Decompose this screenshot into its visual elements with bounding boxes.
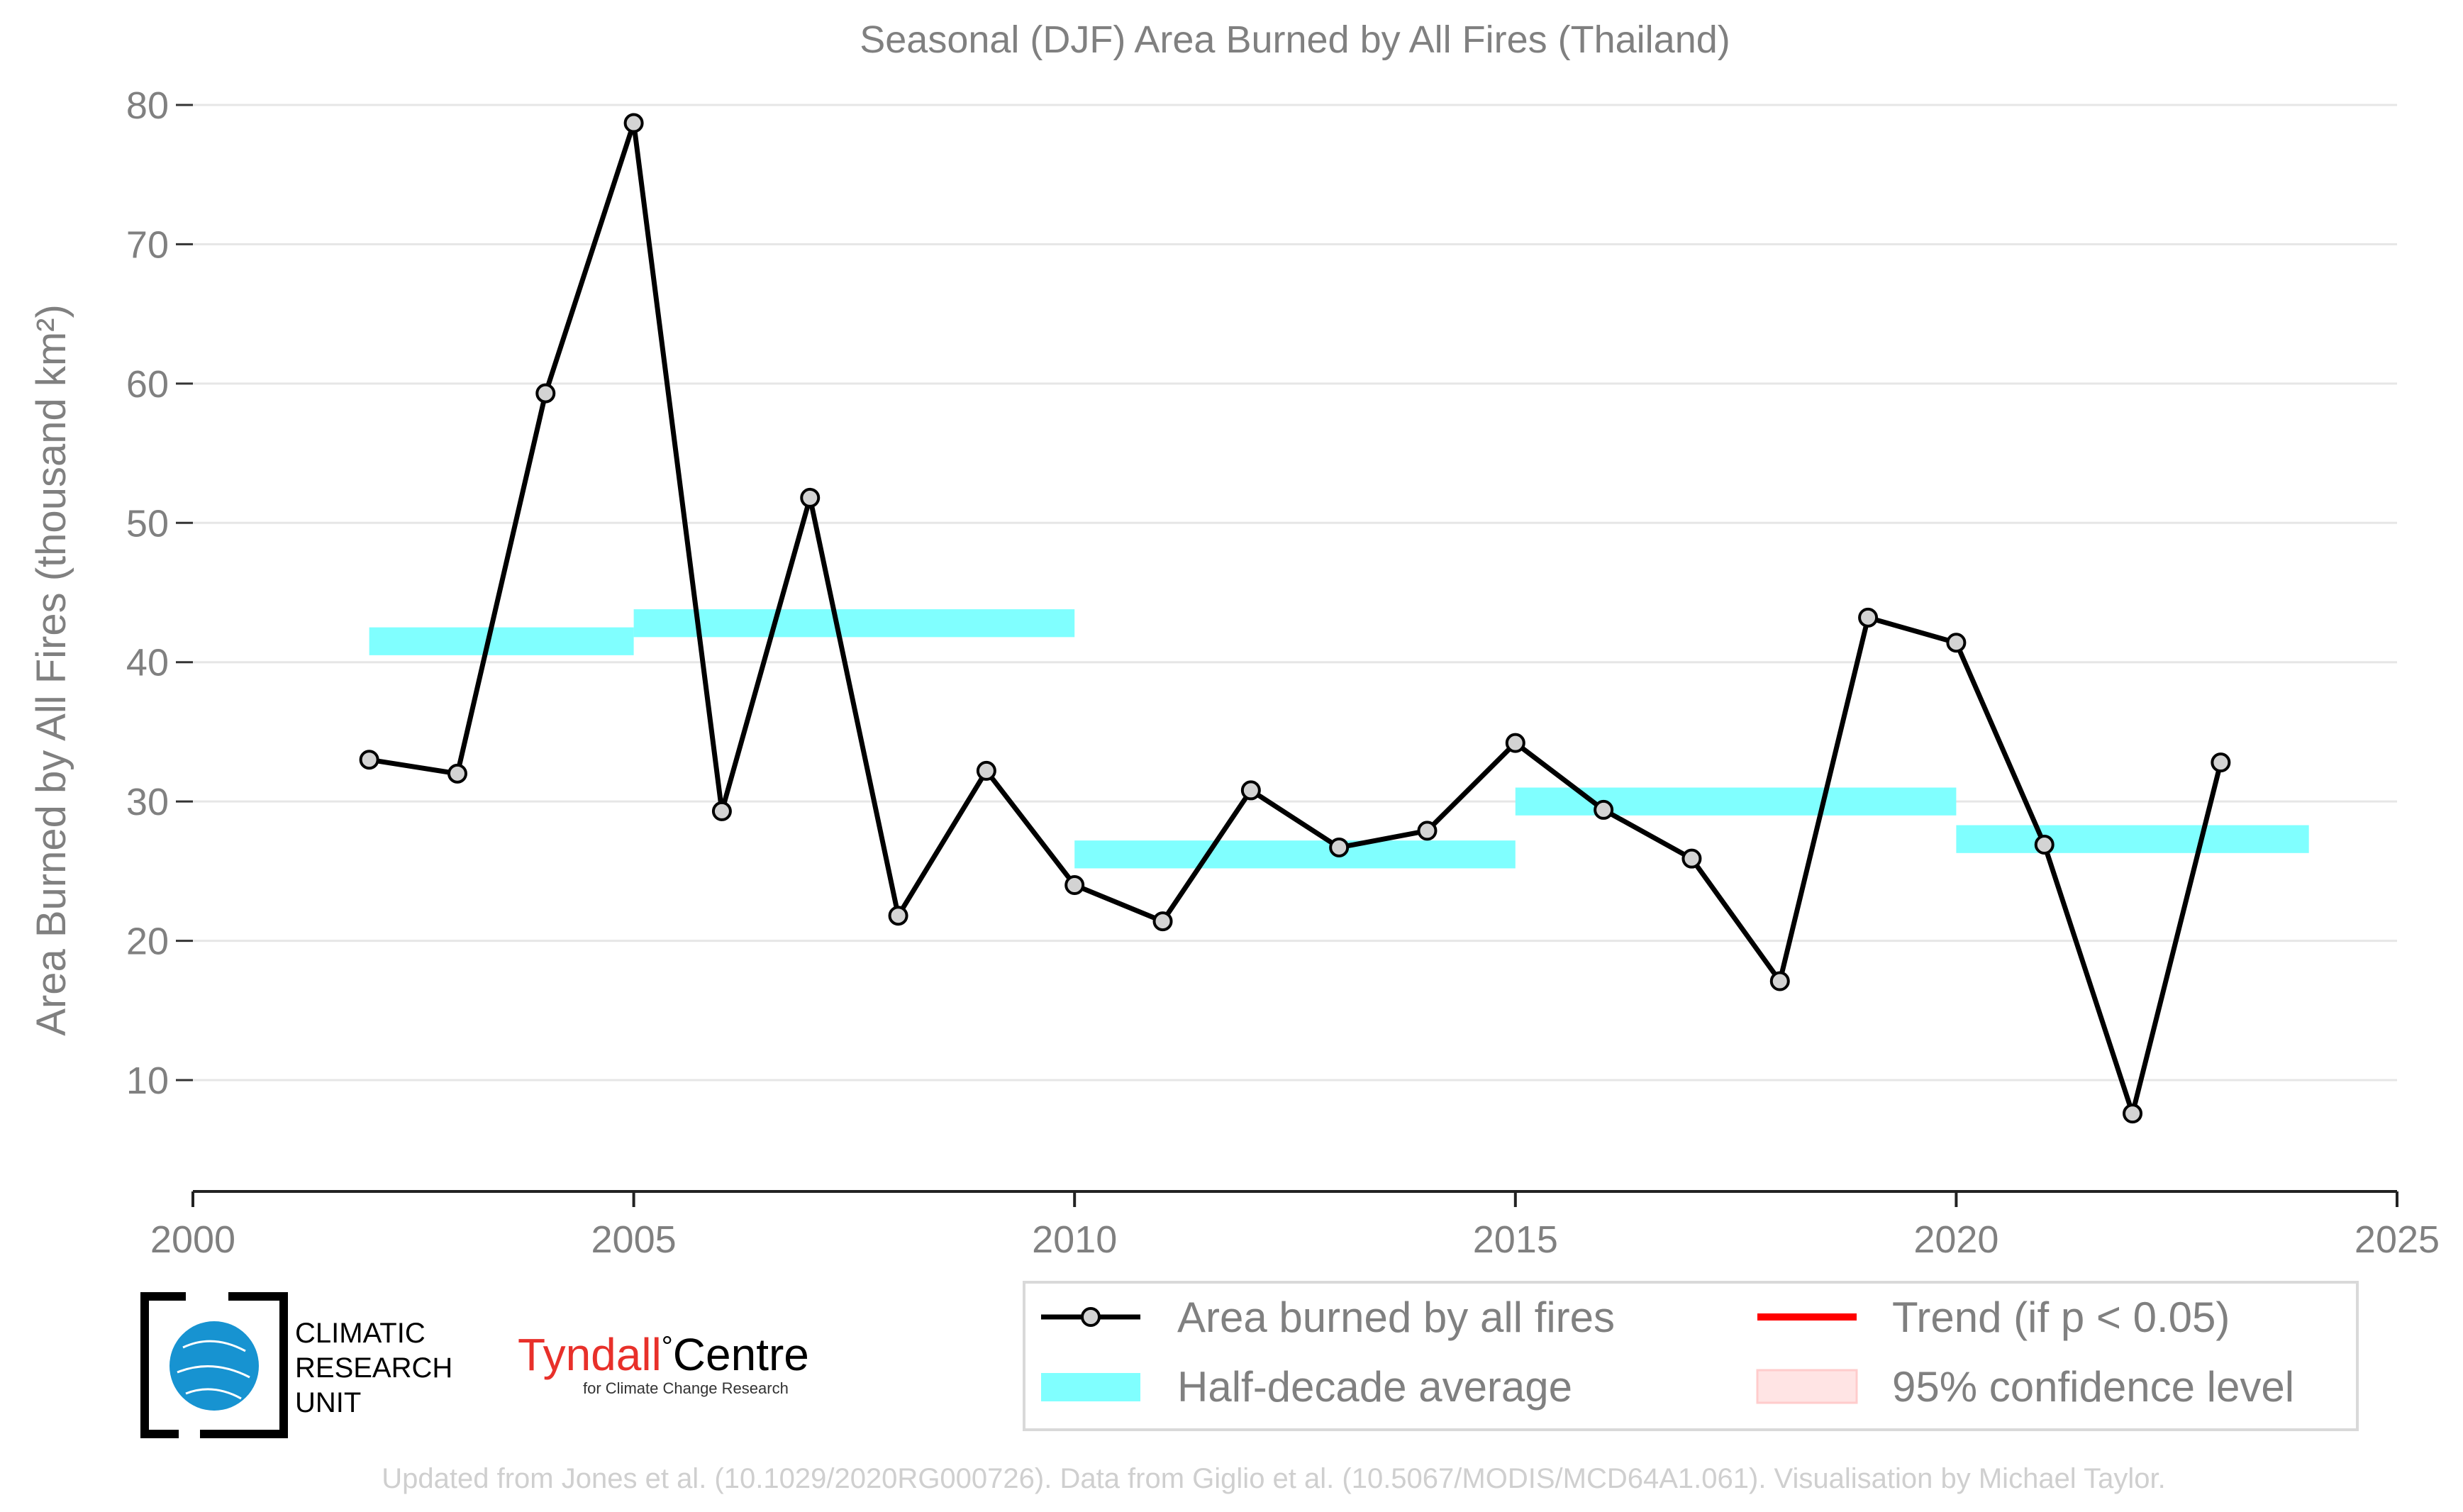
data-point-2014 [1417, 821, 1438, 841]
svg-text:Tyndall°Centre: Tyndall°Centre [518, 1329, 809, 1380]
data-point-2017 [1681, 848, 1702, 869]
x-tick-label-2005: 2005 [591, 1218, 677, 1261]
x-tick-label-2000: 2000 [150, 1218, 235, 1261]
legend-box [1023, 1281, 2359, 1431]
data-point-2021 [2034, 835, 2055, 855]
legend-label-confidence: 95% confidence level [1892, 1363, 2294, 1411]
y-tick-label-40: 40 [126, 642, 169, 684]
data-point-2019 [1858, 607, 1879, 628]
data-point-2011 [1152, 911, 1173, 932]
data-point-2022 [2123, 1104, 2143, 1124]
x-tick-label-2025: 2025 [2354, 1218, 2440, 1261]
half-decade-bar-2 [633, 609, 1075, 638]
data-point-2009 [976, 760, 996, 781]
y-tick-label-50: 50 [126, 502, 169, 545]
data-point-2010 [1064, 875, 1085, 895]
half-decade-bar-5 [1956, 825, 2309, 853]
data-point-2016 [1594, 799, 1614, 820]
data-point-2003 [447, 763, 467, 784]
series-line-area-burned [369, 121, 2223, 1116]
legend-marker-area-burned [1081, 1307, 1101, 1327]
data-point-2004 [535, 383, 556, 404]
x-tick-label-2020: 2020 [1913, 1218, 1998, 1261]
tyndall-centre-word: Centre [673, 1329, 809, 1380]
data-point-2012 [1240, 780, 1261, 801]
chart-title: Seasonal (DJF) Area Burned by All Fires … [860, 18, 1730, 61]
legend-label-area-burned: Area burned by all fires [1177, 1294, 1615, 1341]
x-tick-label-2010: 2010 [1032, 1218, 1117, 1261]
legend-swatch-confidence [1756, 1369, 1858, 1404]
y-tick-label-20: 20 [126, 921, 169, 963]
y-tick-label-80: 80 [126, 84, 169, 127]
tyndall-degree: ° [662, 1331, 673, 1362]
grid [193, 104, 2397, 1082]
data-point-2006 [711, 801, 732, 821]
series-points [359, 113, 2231, 1124]
half-decade-bars [369, 609, 2309, 869]
tyndall-word: Tyndall [518, 1329, 662, 1380]
footer-credit: Updated from Jones et al. (10.1029/2020R… [382, 1463, 2165, 1494]
data-point-2015 [1505, 733, 1525, 753]
y-tick-label-30: 30 [126, 781, 169, 823]
legend-label-trend: Trend (if p < 0.05) [1892, 1294, 2230, 1341]
data-point-2018 [1769, 971, 1790, 991]
cru-logo: CLIMATIC RESEARCH UNIT [140, 1292, 452, 1438]
y-tick-label-60: 60 [126, 363, 169, 406]
y-axis: 10 20 30 40 50 60 70 80 [126, 84, 193, 1102]
tyndall-subtitle: for Climate Change Research [583, 1379, 789, 1397]
cru-text-line-3: UNIT [295, 1387, 361, 1418]
half-decade-bar-3 [1074, 840, 1516, 869]
data-point-2013 [1329, 837, 1350, 857]
y-tick-label-70: 70 [126, 223, 169, 266]
y-axis-label: Area Burned by All Fires (thousand km²) [28, 304, 74, 1036]
legend: Area burned by all fires Half-decade ave… [1023, 1281, 2359, 1431]
y-tick-label-10: 10 [126, 1060, 169, 1102]
half-decade-bar-1 [369, 627, 634, 655]
x-axis: 2000 2005 2010 2015 2020 2025 [150, 1190, 2440, 1261]
data-point-2002 [359, 750, 379, 770]
data-point-2007 [800, 487, 821, 508]
legend-label-half-decade: Half-decade average [1177, 1363, 1572, 1411]
data-point-2005 [623, 113, 644, 133]
tyndall-logo: Tyndall°Centre for Climate Change Resear… [518, 1329, 809, 1397]
data-point-2023 [2211, 752, 2231, 773]
legend-swatch-half-decade [1041, 1373, 1140, 1401]
data-point-2008 [888, 906, 908, 926]
data-point-2020 [1946, 633, 1967, 653]
x-tick-label-2015: 2015 [1473, 1218, 1558, 1261]
cru-text-line-2: RESEARCH [295, 1352, 452, 1384]
cru-text-line-1: CLIMATIC [295, 1318, 426, 1349]
